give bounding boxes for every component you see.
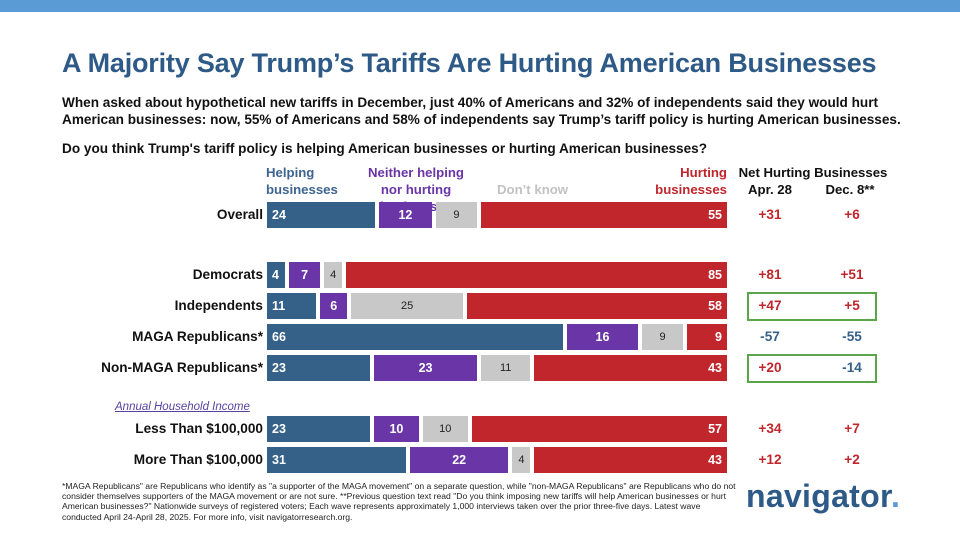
net-dec-maga-republicans: -55 [842, 329, 862, 344]
net-apr-maga-republicans: -57 [760, 329, 780, 344]
header-helping: Helping businesses [266, 165, 338, 197]
bar-hurting-less-than-100-000: 57 [471, 416, 727, 442]
page-subtitle: When asked about hypothetical new tariff… [62, 95, 901, 127]
bar-neither-more-than-100-000: 22 [409, 447, 509, 473]
net-dec-independents: +5 [844, 298, 860, 313]
bar-hurting-independents: 58 [467, 293, 727, 319]
row-label-independents: Independents [174, 298, 263, 313]
bar-neither-non-maga-republicans: 23 [374, 355, 478, 381]
net-dec-democrats: +51 [840, 267, 864, 282]
top-accent-bar [0, 0, 960, 12]
income-group-header: Annual Household Income [115, 401, 250, 413]
net-dec-non-maga-republicans: -14 [842, 360, 862, 375]
highlight-box-non-maga-republicans [747, 354, 877, 383]
header-dec-8: Dec. 8** [825, 182, 875, 197]
net-dec-more-than-100-000: +2 [844, 452, 860, 467]
net-dec-overall: +6 [844, 207, 860, 222]
bar-neither-democrats: 7 [288, 262, 321, 288]
bar-helping-maga-republicans: 66 [267, 324, 563, 350]
row-label-more-than-100-000: More Than $100,000 [133, 452, 263, 467]
net-apr-less-than-100-000: +34 [758, 421, 782, 436]
header-apr-28: Apr. 28 [748, 182, 792, 197]
header-dont-know: Don’t know [497, 182, 569, 197]
bar-neither-less-than-100-000: 10 [374, 416, 419, 442]
highlight-box-independents [747, 292, 877, 321]
bar-hurting-maga-republicans: 9 [686, 324, 727, 350]
bar-helping-overall: 24 [267, 202, 375, 228]
page-title: A Majority Say Trump’s Tariffs Are Hurti… [62, 48, 877, 78]
navigator-logo: navigator. [746, 478, 900, 515]
bar-helping-independents: 11 [267, 293, 317, 319]
logo-dot: . [890, 478, 901, 514]
bar-helping-non-maga-republicans: 23 [267, 355, 371, 381]
bar-dont-know-less-than-100-000: 10 [422, 416, 468, 442]
bar-hurting-democrats: 85 [346, 262, 727, 288]
bar-neither-overall: 12 [378, 202, 433, 228]
header-net-hurting: Net Hurting Businesses [738, 165, 888, 180]
bar-hurting-non-maga-republicans: 43 [534, 355, 727, 381]
survey-question: Do you think Trump's tariff policy is he… [62, 141, 708, 156]
row-label-democrats: Democrats [192, 267, 263, 282]
bar-hurting-more-than-100-000: 43 [534, 447, 727, 473]
bar-helping-democrats: 4 [267, 262, 285, 288]
net-dec-less-than-100-000: +7 [844, 421, 860, 436]
net-apr-overall: +31 [758, 207, 782, 222]
row-label-less-than-100-000: Less Than $100,000 [135, 421, 263, 436]
bar-helping-less-than-100-000: 23 [267, 416, 371, 442]
bar-dont-know-overall: 9 [436, 202, 477, 228]
net-apr-more-than-100-000: +12 [758, 452, 782, 467]
net-apr-democrats: +81 [758, 267, 782, 282]
bar-dont-know-more-than-100-000: 4 [512, 447, 531, 473]
bar-dont-know-non-maga-republicans: 11 [481, 355, 531, 381]
bar-dont-know-maga-republicans: 9 [642, 324, 683, 350]
row-label-maga-republicans: MAGA Republicans* [132, 329, 263, 344]
net-apr-non-maga-republicans: +20 [758, 360, 782, 375]
bar-dont-know-democrats: 4 [324, 262, 343, 288]
footnote: *MAGA Republicans" are Republicans who i… [62, 481, 736, 522]
header-hurting: Hurting businesses [655, 165, 727, 197]
bar-neither-maga-republicans: 16 [566, 324, 639, 350]
bar-dont-know-independents: 25 [351, 293, 464, 319]
net-apr-independents: +47 [758, 298, 782, 313]
row-label-overall: Overall [216, 207, 263, 222]
logo-text: navigator [746, 478, 891, 514]
bar-hurting-overall: 55 [480, 202, 727, 228]
bar-helping-more-than-100-000: 31 [267, 447, 406, 473]
bar-neither-independents: 6 [320, 293, 348, 319]
row-label-non-maga-republicans: Non-MAGA Republicans* [101, 360, 263, 375]
